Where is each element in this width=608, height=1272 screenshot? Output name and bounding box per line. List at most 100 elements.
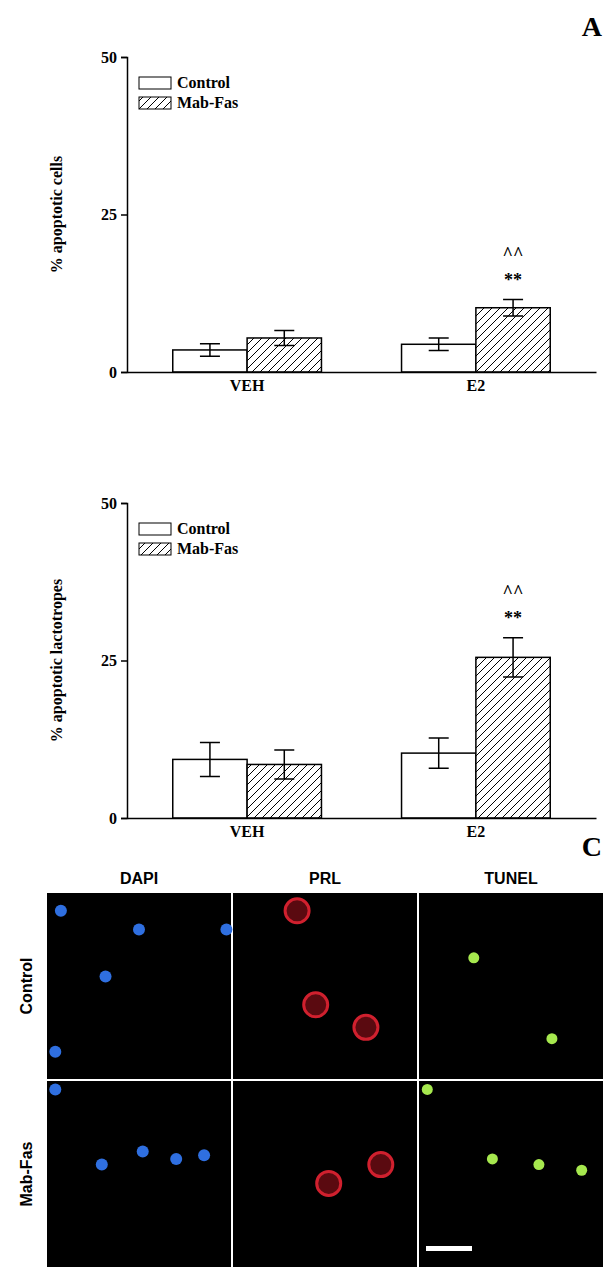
tick: 50 bbox=[101, 49, 127, 66]
y-axis: 0 25 50 bbox=[101, 495, 128, 827]
axis-line bbox=[121, 504, 128, 819]
bar-chart: 0 25 50 VEH E2 % apoptotic cells Control Mab-Fa… bbox=[48, 49, 597, 395]
tick-mark bbox=[121, 503, 127, 505]
cell bbox=[354, 1015, 378, 1039]
error-bar bbox=[200, 344, 220, 357]
tick-label: 25 bbox=[101, 206, 117, 223]
legend-swatch bbox=[139, 523, 171, 535]
cell bbox=[369, 1153, 393, 1177]
panel-letter: A bbox=[582, 11, 603, 42]
cell bbox=[576, 1165, 587, 1176]
cell bbox=[304, 993, 328, 1017]
cell bbox=[533, 1159, 544, 1170]
legend-label: Control bbox=[177, 520, 231, 537]
x-axis: VEH E2 bbox=[128, 818, 597, 840]
cell bbox=[100, 971, 112, 983]
image-tile bbox=[419, 893, 603, 1079]
tick: 50 bbox=[101, 495, 127, 512]
column-label: DAPI bbox=[120, 870, 158, 887]
bar bbox=[476, 657, 550, 818]
axis-line bbox=[128, 818, 597, 820]
cell bbox=[133, 924, 145, 936]
axis-title: % apoptotic lactotropes bbox=[48, 579, 66, 742]
cell bbox=[96, 1159, 108, 1171]
cell bbox=[49, 1083, 61, 1095]
tick-label: 0 bbox=[109, 810, 117, 827]
tick: VEH bbox=[230, 372, 265, 394]
tick-label: 50 bbox=[101, 49, 117, 66]
cell bbox=[49, 1046, 61, 1058]
cell bbox=[317, 1171, 341, 1195]
error-bar bbox=[503, 300, 523, 316]
significance-mark: ** bbox=[504, 270, 522, 290]
cell bbox=[137, 1145, 149, 1157]
column-label: TUNEL bbox=[484, 870, 538, 887]
tick-mark bbox=[121, 214, 127, 216]
plot-marks bbox=[173, 638, 550, 818]
tick-label: 50 bbox=[101, 495, 117, 512]
image-tile bbox=[233, 893, 417, 1079]
row-label: Mab-Fas bbox=[18, 1141, 35, 1206]
column-label: PRL bbox=[309, 870, 341, 887]
cell bbox=[468, 952, 479, 963]
legend-swatch bbox=[139, 77, 171, 89]
legend: Control Mab-Fas bbox=[139, 74, 238, 111]
tick-label: VEH bbox=[230, 823, 265, 840]
figure: 0 25 50 VEH E2 % apoptotic cells Control Mab-Fa… bbox=[0, 0, 608, 1272]
cell bbox=[198, 1149, 210, 1161]
tick-mark bbox=[121, 818, 127, 820]
micrograph: DAPI PRL TUNEL Control Mab-Fas bbox=[18, 870, 603, 1267]
tick: 25 bbox=[101, 652, 127, 669]
legend-label: Mab-Fas bbox=[177, 540, 238, 557]
bar-chart: 0 25 50 VEH E2 % apoptotic lactotropes Control… bbox=[48, 495, 597, 841]
tick-label: 0 bbox=[109, 364, 117, 381]
tick-mark bbox=[121, 57, 127, 59]
tick-label: E2 bbox=[467, 377, 486, 394]
cell bbox=[487, 1153, 498, 1164]
legend-swatch bbox=[139, 543, 171, 555]
tick-label: E2 bbox=[467, 823, 486, 840]
tick-label: VEH bbox=[230, 377, 265, 394]
significance-mark: ^^ bbox=[503, 582, 524, 602]
tick: E2 bbox=[467, 372, 486, 394]
axis-title: % apoptotic cells bbox=[48, 156, 66, 273]
row-label: Control bbox=[18, 958, 35, 1015]
tick-mark bbox=[121, 660, 127, 662]
image-tile bbox=[233, 1081, 417, 1267]
legend: Control Mab-Fas bbox=[139, 520, 238, 557]
cell bbox=[170, 1153, 182, 1165]
tick: 25 bbox=[101, 206, 127, 223]
axis-line bbox=[121, 58, 128, 373]
error-bar bbox=[274, 750, 294, 779]
cell bbox=[546, 1033, 557, 1044]
image-tile bbox=[47, 1081, 231, 1267]
tick-mark bbox=[121, 372, 127, 374]
image-tile bbox=[47, 893, 231, 1079]
tick: 0 bbox=[109, 810, 127, 827]
error-bar bbox=[200, 742, 220, 776]
error-bar bbox=[429, 738, 449, 768]
x-axis: VEH E2 bbox=[128, 372, 597, 394]
axis-line bbox=[128, 372, 597, 374]
cell bbox=[220, 924, 232, 936]
cell bbox=[55, 905, 67, 917]
bar bbox=[476, 308, 550, 372]
legend-swatch bbox=[139, 97, 171, 109]
error-bar bbox=[274, 330, 294, 345]
tick: E2 bbox=[467, 818, 486, 840]
cell bbox=[422, 1084, 433, 1095]
tick: 0 bbox=[109, 364, 127, 381]
significance-mark: ^^ bbox=[503, 244, 524, 264]
legend-label: Control bbox=[177, 74, 231, 91]
tick: VEH bbox=[230, 818, 265, 840]
y-axis: 0 25 50 bbox=[101, 49, 128, 381]
panel-letter: C bbox=[582, 831, 602, 862]
cell bbox=[285, 899, 309, 923]
plot-marks bbox=[173, 300, 550, 372]
error-bar bbox=[503, 638, 523, 677]
image-tile bbox=[419, 1081, 603, 1267]
legend-label: Mab-Fas bbox=[177, 94, 238, 111]
tick-label: 25 bbox=[101, 652, 117, 669]
significance-mark: ** bbox=[504, 608, 522, 628]
scale-bar bbox=[426, 1246, 472, 1251]
